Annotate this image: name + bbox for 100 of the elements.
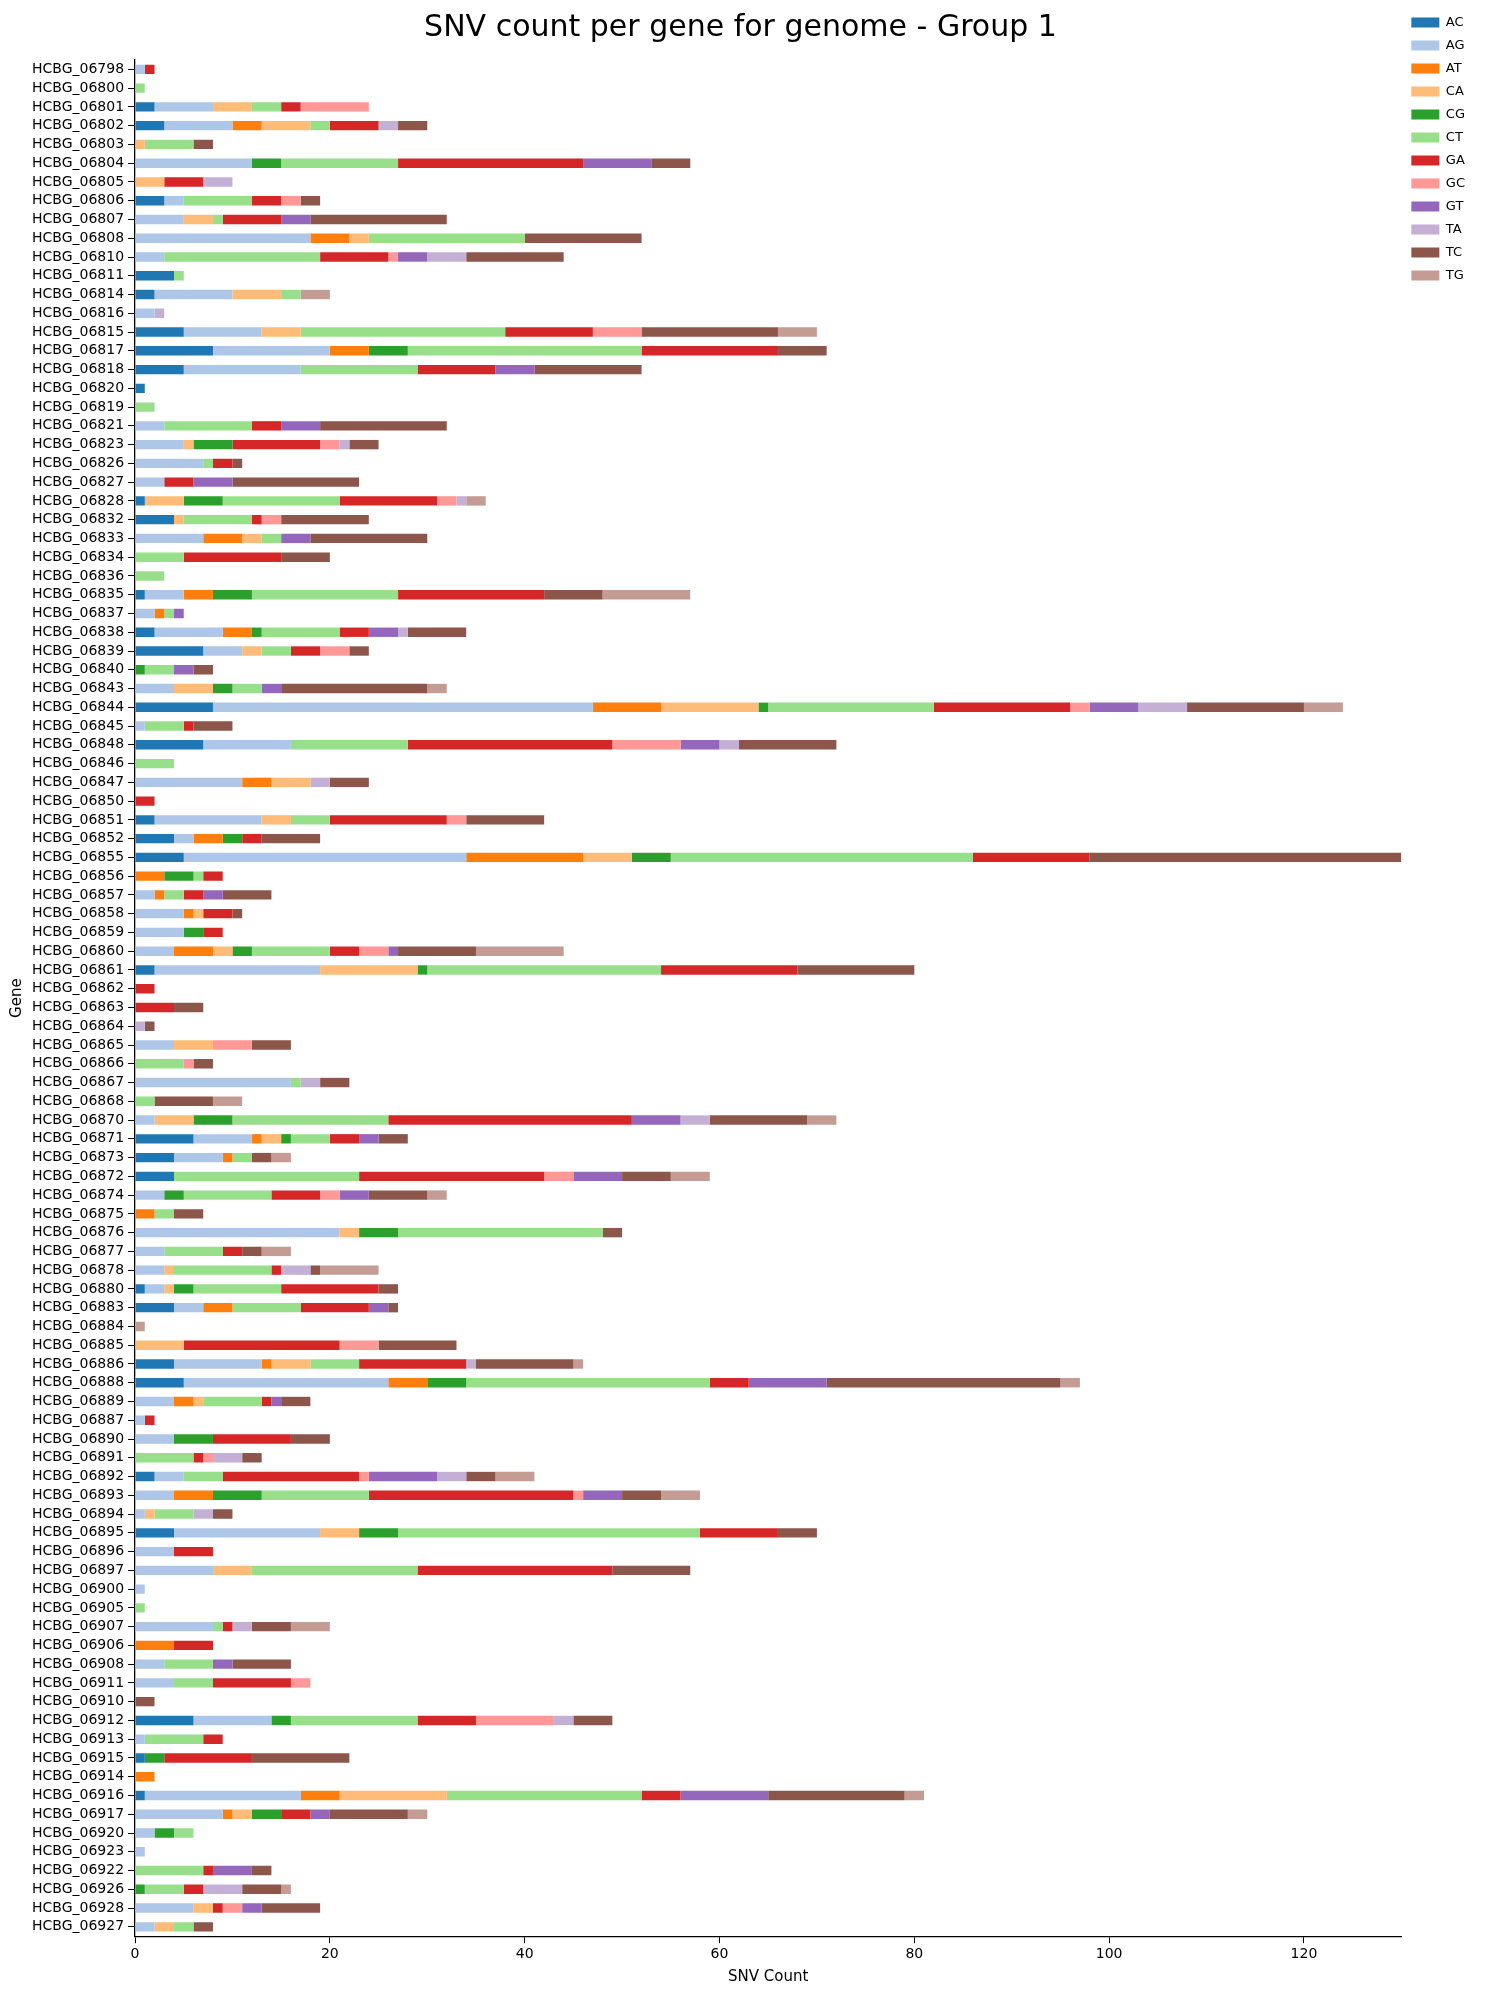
- y-tick-label: HCBG_06821: [32, 416, 125, 433]
- bar: [398, 627, 408, 637]
- bar: [466, 1359, 476, 1369]
- y-tick-label: HCBG_06865: [32, 1035, 125, 1052]
- bar: [505, 327, 593, 337]
- bar: [378, 120, 399, 131]
- y-tick-label: HCBG_06906: [32, 1636, 125, 1653]
- bar: [212, 102, 252, 112]
- bar: [290, 1077, 301, 1088]
- bar: [164, 252, 321, 262]
- bar: [164, 1753, 252, 1763]
- bar: [359, 946, 389, 956]
- bar: [183, 927, 204, 938]
- bar: [183, 327, 262, 337]
- bar: [222, 627, 252, 637]
- x-tick-label: 60: [710, 1945, 729, 1962]
- bar: [174, 1284, 194, 1294]
- y-tick-label: HCBG_06820: [32, 378, 125, 395]
- bar: [251, 102, 282, 112]
- bar: [748, 1378, 827, 1388]
- bar: [193, 1134, 252, 1144]
- bar: [174, 1490, 213, 1500]
- bar: [281, 196, 301, 206]
- bar: [135, 233, 311, 243]
- y-tick-label: HCBG_06835: [32, 585, 125, 602]
- bar: [300, 102, 369, 112]
- bar: [329, 1809, 408, 1819]
- bar: [135, 289, 155, 300]
- y-tick-label: HCBG_06889: [32, 1392, 125, 1409]
- y-tick-label: HCBG_06886: [32, 1354, 125, 1371]
- bar: [320, 252, 389, 262]
- bar: [135, 196, 165, 206]
- bar: [466, 1378, 710, 1388]
- bar: [174, 1546, 213, 1557]
- bar: [135, 590, 145, 600]
- bar: [193, 908, 204, 919]
- bar: [339, 1190, 369, 1200]
- bar: [174, 1922, 194, 1932]
- legend-label: TC: [1444, 243, 1463, 259]
- y-tick-label: HCBG_06858: [32, 904, 125, 921]
- bar: [641, 327, 778, 337]
- bar: [466, 815, 545, 825]
- bar: [670, 852, 973, 863]
- bar: [193, 721, 233, 731]
- y-tick-label: HCBG_06819: [32, 397, 125, 414]
- bar: [368, 1302, 389, 1313]
- bar: [135, 1077, 291, 1088]
- bar: [407, 740, 613, 750]
- bar: [261, 1359, 272, 1369]
- bar: [300, 1077, 321, 1088]
- bar: [310, 1265, 321, 1275]
- bar: [281, 289, 301, 300]
- bar: [329, 946, 360, 956]
- bar: [271, 1190, 321, 1200]
- y-tick-label: HCBG_06893: [32, 1485, 125, 1502]
- bar: [203, 646, 243, 656]
- bar: [641, 1790, 681, 1801]
- bar: [339, 1340, 379, 1350]
- bar: [709, 1115, 808, 1125]
- bar: [602, 590, 691, 600]
- bar: [290, 1678, 311, 1688]
- bar: [135, 890, 155, 900]
- bar: [212, 1434, 291, 1444]
- bar: [261, 120, 311, 131]
- bar: [135, 1678, 175, 1688]
- bar: [135, 646, 204, 656]
- bar: [203, 458, 213, 469]
- bar: [680, 740, 720, 750]
- y-tick-label: HCBG_06836: [32, 566, 125, 583]
- bar: [144, 1734, 204, 1744]
- bar: [193, 1922, 213, 1932]
- bar: [261, 1903, 321, 1913]
- bar: [212, 946, 233, 956]
- bar: [135, 777, 243, 788]
- bar: [290, 815, 330, 825]
- bar: [320, 965, 418, 975]
- bar: [222, 496, 340, 506]
- y-tick-label: HCBG_06823: [32, 435, 125, 452]
- bar: [144, 139, 194, 150]
- bar: [329, 815, 447, 825]
- bar: [251, 1865, 272, 1876]
- bar: [154, 1922, 175, 1932]
- y-tick-label: HCBG_06863: [32, 998, 125, 1015]
- bar: [135, 1059, 184, 1069]
- bar: [368, 1190, 428, 1200]
- bar: [135, 496, 145, 506]
- bar: [251, 627, 262, 637]
- bar: [407, 1809, 428, 1819]
- bar: [583, 852, 632, 863]
- bar: [203, 1302, 233, 1313]
- bar: [281, 514, 369, 525]
- bar: [1070, 702, 1090, 712]
- y-tick-label: HCBG_06877: [32, 1242, 125, 1259]
- y-tick-label: HCBG_06916: [32, 1786, 125, 1803]
- bar: [135, 1209, 155, 1219]
- bar: [300, 196, 321, 206]
- legend-label: AG: [1445, 36, 1465, 52]
- bar: [281, 533, 311, 544]
- bar: [193, 833, 223, 844]
- bar: [135, 571, 165, 581]
